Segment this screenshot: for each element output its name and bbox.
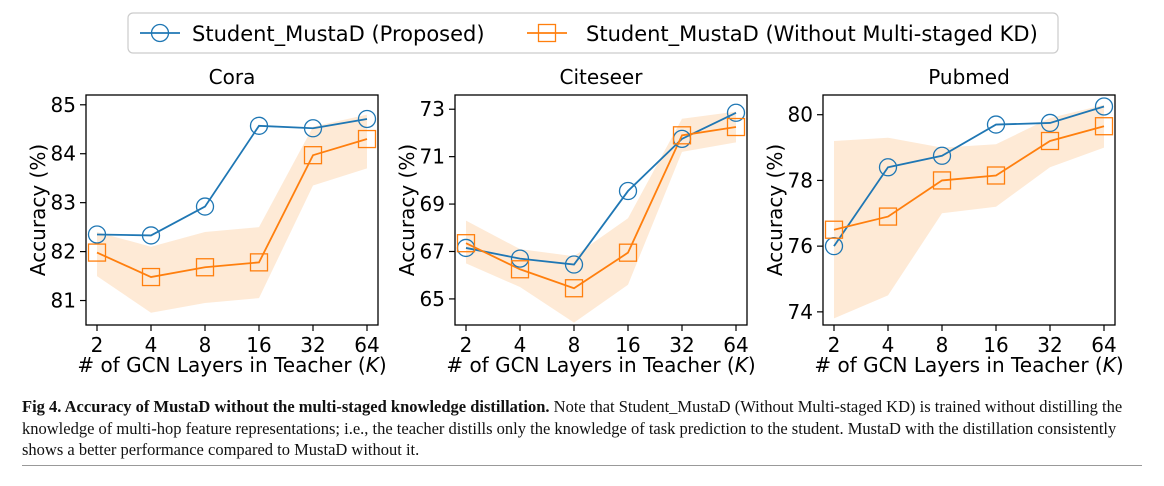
x-tick-label: 64 <box>723 333 748 357</box>
plot-frame <box>822 94 1116 326</box>
x-tick-label: 8 <box>568 333 581 357</box>
x-tick-label: 2 <box>460 333 473 357</box>
x-tick-label: 8 <box>199 333 212 357</box>
figure: Student_MustaD (Proposed) Student_MustaD… <box>26 12 1124 377</box>
proposed-point <box>1094 97 1114 116</box>
without-kd-point <box>510 260 530 279</box>
proposed-point <box>618 181 638 201</box>
x-tick-label: 16 <box>246 333 271 357</box>
x-tick-label: 4 <box>882 333 895 357</box>
x-tick-label: 64 <box>354 333 379 357</box>
x-tick-label: 64 <box>1091 333 1116 357</box>
x-tick-label: 32 <box>300 333 325 357</box>
proposed-point <box>986 115 1006 134</box>
without-kd-point <box>1094 117 1114 136</box>
y-tick-label: 67 <box>420 239 445 263</box>
panel-citeseer: Citeseer 65 67 69 71 73 2 4 8 16 32 64 Accuracy (%… <box>395 65 756 377</box>
proposed-point <box>249 116 269 135</box>
without-kd-point <box>986 166 1006 185</box>
proposed-point <box>357 109 377 129</box>
without-kd-point <box>456 234 476 253</box>
x-axis-label: # of GCN Layers in Teacher (K) <box>446 353 755 377</box>
proposed-point <box>932 146 952 165</box>
legend-without-label: Student_MustaD (Without Multi-staged KD) <box>586 22 1038 47</box>
without-kd-point <box>618 243 638 262</box>
proposed-point <box>195 197 215 216</box>
x-axis-label: # of GCN Layers in Teacher (K) <box>814 353 1123 377</box>
panel-cora: Cora 81 82 83 84 85 2 4 8 16 32 64 Accuracy (%) # … <box>26 65 387 377</box>
proposed-point <box>141 226 161 245</box>
proposed-point <box>878 158 898 177</box>
proposed-point <box>510 249 530 268</box>
x-tick-label: 16 <box>615 333 640 357</box>
without-kd-point <box>672 126 692 145</box>
x-tick-label: 8 <box>936 333 949 357</box>
panel-title: Citeseer <box>560 65 644 89</box>
legend-frame <box>127 12 1059 54</box>
without-kd-point <box>195 258 215 277</box>
y-tick-label: 73 <box>420 97 445 121</box>
y-tick-label: 74 <box>788 300 813 324</box>
y-tick-label: 69 <box>420 192 445 216</box>
without-kd-point <box>1040 131 1060 151</box>
without-kd-point <box>824 220 844 239</box>
y-tick-label: 71 <box>420 145 445 169</box>
x-tick-label: 4 <box>145 333 158 357</box>
proposed-point <box>87 225 107 244</box>
without-kd-point <box>87 243 107 262</box>
y-axis-label: Accuracy (%) <box>763 144 787 276</box>
y-tick-label: 85 <box>51 93 76 117</box>
proposed-point <box>726 103 746 122</box>
plot-frame <box>85 94 379 326</box>
y-axis-label: Accuracy (%) <box>395 144 419 276</box>
x-tick-label: 2 <box>91 333 104 357</box>
without-kd-band <box>97 114 367 313</box>
x-tick-label: 16 <box>983 333 1008 357</box>
y-tick-label: 83 <box>51 191 76 215</box>
without-kd-point <box>564 279 584 298</box>
without-kd-band <box>834 104 1104 319</box>
proposed-point <box>564 255 584 274</box>
x-tick-label: 32 <box>669 333 694 357</box>
without-kd-point <box>357 129 377 149</box>
figure-caption: Fig 4. Accuracy of MustaD without the mu… <box>22 396 1142 466</box>
y-tick-label: 82 <box>51 240 76 264</box>
legend: Student_MustaD (Proposed) Student_MustaD… <box>127 12 1059 54</box>
without-kd-point <box>303 146 323 165</box>
plot-frame <box>454 94 748 326</box>
panel-title: Cora <box>209 65 256 89</box>
without-kd-point <box>878 207 898 226</box>
proposed-series-line <box>833 105 1105 247</box>
x-tick-label: 4 <box>514 333 527 357</box>
legend-proposed-marker <box>150 23 170 43</box>
y-tick-label: 81 <box>51 289 76 313</box>
y-tick-label: 65 <box>420 287 445 311</box>
y-tick-label: 80 <box>788 103 813 127</box>
x-axis-label: # of GCN Layers in Teacher (K) <box>77 353 386 377</box>
without-kd-point <box>141 267 161 287</box>
without-kd-band <box>466 111 736 323</box>
without-kd-point <box>932 171 952 190</box>
y-tick-label: 76 <box>788 234 813 258</box>
without-kd-point <box>726 117 746 137</box>
panel-title: Pubmed <box>928 65 1010 89</box>
legend-proposed-label: Student_MustaD (Proposed) <box>192 22 485 47</box>
panel-pubmed: Pubmed 74 76 78 80 2 4 8 16 32 64 Accuracy (%) # … <box>763 65 1124 377</box>
y-axis-label: Accuracy (%) <box>26 144 50 276</box>
y-tick-label: 78 <box>788 168 813 192</box>
x-tick-label: 2 <box>828 333 841 357</box>
proposed-point <box>1040 113 1060 133</box>
y-tick-label: 84 <box>51 142 76 166</box>
caption-body: Note that Student_MustaD (Without Multi-… <box>22 397 1123 459</box>
caption-lead: Fig 4. Accuracy of MustaD without the mu… <box>22 397 550 416</box>
proposed-point <box>303 119 323 138</box>
without-kd-point <box>249 253 269 272</box>
x-tick-label: 32 <box>1037 333 1062 357</box>
legend-without-marker <box>537 23 557 43</box>
